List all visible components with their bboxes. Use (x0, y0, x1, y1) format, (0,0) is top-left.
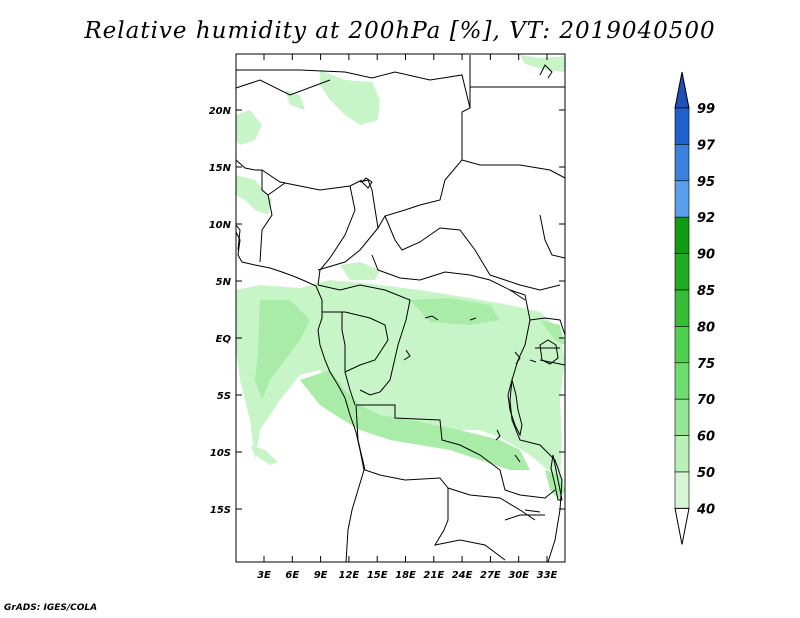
lat-label: 10N (209, 220, 232, 231)
colorbar-label: 70 (697, 393, 715, 408)
lake-tanganyika (507, 378, 523, 437)
lon-label: 33E (537, 570, 558, 581)
lon-label: 24E (452, 570, 473, 581)
lon-label: 15E (367, 570, 388, 581)
lon-label: 30E (508, 570, 529, 581)
colorbar-label: 97 (697, 138, 716, 153)
lake-chad (361, 177, 373, 189)
colorbar-label: 75 (697, 357, 715, 372)
border-car (371, 254, 526, 301)
humidity-area-8 (340, 262, 380, 280)
lon-label: 6E (285, 570, 299, 581)
colorbar-segment (674, 435, 690, 473)
border-niger (261, 169, 363, 191)
west-notch (235, 224, 241, 251)
colorbar-label: 85 (697, 284, 715, 299)
map-frame (235, 53, 566, 563)
colorbar-segment (674, 144, 690, 182)
border-chad (317, 215, 491, 276)
colorbar-bottom-arrow (674, 507, 690, 545)
colorbar-label: 95 (697, 175, 715, 190)
colorbar-label: 80 (697, 320, 715, 335)
lat-label: 5S (217, 391, 231, 402)
humidity-fill-layer (236, 55, 565, 500)
east-coast (539, 64, 553, 79)
lat-label: 10S (210, 448, 231, 459)
humidity-area-1 (300, 370, 530, 470)
longitude-labels: 3E 6E 9E 12E 15E 18E 21E 24E 27E 30E 33E (257, 54, 558, 581)
latitude-labels: 20N 15N 10N 5N EQ 5S 10S 15S (209, 106, 565, 516)
colorbar-top-arrow (674, 71, 690, 109)
lake-victoria (539, 339, 559, 365)
colorbar-label: 99 (697, 102, 715, 117)
coastline (235, 231, 365, 563)
colorbar: 99 97 95 92 90 85 80 75 70 60 50 40 (674, 71, 716, 545)
lat-label: EQ (216, 334, 232, 345)
lon-label: 21E (423, 570, 444, 581)
border-zambia (447, 487, 545, 521)
colorbar-segment (674, 289, 690, 327)
colorbar-label: 60 (697, 430, 715, 445)
humidity-area-4 (236, 110, 262, 145)
lake-malawi (550, 454, 563, 501)
credit-text: GrADS: IGES/COLA (4, 603, 98, 613)
humidity-area-10 (540, 320, 565, 345)
colorbar-label: 92 (697, 211, 715, 226)
border-sudan (461, 159, 566, 259)
colorbar-segment (674, 180, 690, 218)
humidity-area-6 (520, 55, 565, 72)
lon-label: 12E (339, 570, 360, 581)
border-drc (356, 404, 556, 499)
humidity-area-12 (410, 298, 500, 325)
colorbar-label: 90 (697, 248, 715, 263)
border-sudan-2 (489, 274, 561, 291)
colorbar-segment (674, 398, 690, 436)
lat-label: 15N (209, 163, 232, 174)
lon-label: 18E (395, 570, 416, 581)
border-congo (317, 284, 411, 406)
border-mali (235, 79, 331, 96)
colorbar-segment (674, 216, 690, 254)
west-coast-north (235, 159, 269, 196)
colorbar-segment (674, 107, 690, 145)
colorbar-segment (674, 326, 690, 364)
lat-label: 15S (210, 505, 231, 516)
border-gabon (322, 311, 389, 373)
map-title: Relative humidity at 200hPa [%], VT: 201… (84, 18, 716, 44)
lat-label: 20N (209, 106, 232, 117)
humidity-area-11 (250, 445, 278, 465)
lon-label: 3E (257, 570, 271, 581)
colorbar-segment (674, 253, 690, 291)
border-nigeria (259, 182, 356, 286)
lon-label: 27E (480, 570, 501, 581)
humidity-area-3 (320, 70, 380, 125)
colorbar-segment (674, 471, 690, 509)
colorbar-label: 40 (696, 502, 715, 517)
colorbar-segment (674, 362, 690, 400)
small-lakes (403, 315, 541, 513)
colorbar-label: 50 (697, 466, 715, 481)
humidity-area-5 (236, 175, 272, 215)
lat-label: 5N (216, 277, 232, 288)
lon-label: 9E (314, 570, 328, 581)
country-borders (235, 55, 566, 563)
humidity-area-2 (255, 300, 310, 400)
